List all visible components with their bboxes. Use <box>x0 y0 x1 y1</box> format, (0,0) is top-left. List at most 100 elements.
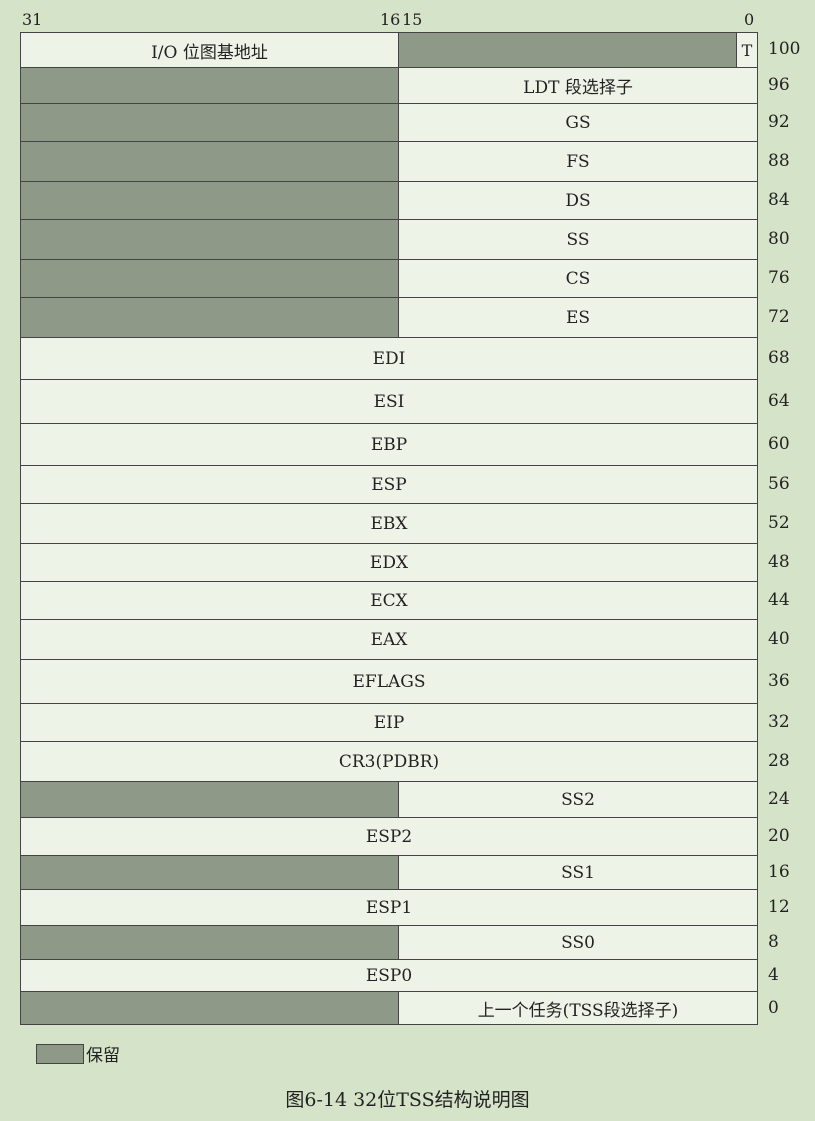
tss-row-offset-4: ESP0 <box>20 960 758 992</box>
offset-label: 68 <box>768 348 790 368</box>
offset-label: 84 <box>768 190 790 210</box>
field-esp2: ESP2 <box>365 826 413 847</box>
field-eax: EAX <box>370 629 408 650</box>
reserved-block <box>399 33 757 67</box>
tss-row-offset-44: ECX <box>20 582 758 620</box>
field-selector: SS2 <box>561 789 595 810</box>
field-io-bitmap-base: I/O 位图基地址 <box>21 33 399 67</box>
offset-label: 0 <box>768 997 779 1018</box>
field-cr3-pdbr-: CR3(PDBR) <box>338 751 440 772</box>
tss-row-offset-72: ES <box>20 298 758 338</box>
reserved-block <box>21 104 399 141</box>
field-selector: 上一个任务(TSS段选择子) <box>477 1000 679 1021</box>
field-selector: SS0 <box>561 932 595 953</box>
field-ebx: EBX <box>370 513 408 534</box>
reserved-block <box>21 260 399 297</box>
tss-row-offset-48: EDX <box>20 544 758 582</box>
offset-label: 12 <box>768 897 790 917</box>
offset-label: 36 <box>768 671 790 691</box>
offset-label: 80 <box>768 229 790 249</box>
tss-row-offset-88: FS <box>20 142 758 182</box>
bit-label-0: 0 <box>744 10 755 29</box>
bit-label-15: 15 <box>402 10 423 29</box>
offset-label: 28 <box>768 751 790 771</box>
offset-label: 52 <box>768 513 790 533</box>
field-esp0: ESP0 <box>365 965 413 986</box>
tss-row-offset-68: EDI <box>20 338 758 380</box>
tss-row-offset-96: LDT 段选择子 <box>20 68 758 104</box>
field-eflags: EFLAGS <box>352 671 426 692</box>
field-eip: EIP <box>373 712 405 733</box>
offset-label: 44 <box>768 590 790 610</box>
field-selector: FS <box>566 151 590 172</box>
field-selector: CS <box>565 268 591 289</box>
tss-row-offset-36: EFLAGS <box>20 660 758 704</box>
reserved-block <box>21 992 399 1024</box>
tss-row-offset-60: EBP <box>20 424 758 466</box>
offset-label: 4 <box>768 965 779 985</box>
reserved-block <box>21 220 399 259</box>
field-selector: GS <box>565 112 591 133</box>
field-selector: SS <box>566 229 590 250</box>
reserved-block <box>21 142 399 181</box>
tss-row-offset-52: EBX <box>20 504 758 544</box>
tss-row-offset-80: SS <box>20 220 758 260</box>
tss-row-offset-40: EAX <box>20 620 758 660</box>
reserved-block <box>21 68 399 103</box>
field-selector: LDT 段选择子 <box>523 78 633 98</box>
legend: 保留 <box>36 1041 120 1066</box>
field-selector: SS1 <box>561 862 595 883</box>
offset-label: 32 <box>768 712 790 732</box>
tss-row-offset-76: CS <box>20 260 758 298</box>
offset-label: 16 <box>768 862 790 882</box>
bit-label-31: 31 <box>22 10 43 29</box>
tss-row-offset-8: SS0 <box>20 926 758 960</box>
field-selector: ES <box>565 307 591 328</box>
offset-label: 8 <box>768 932 779 952</box>
tss-row-offset-28: CR3(PDBR) <box>20 742 758 782</box>
field-selector: DS <box>565 190 591 211</box>
offset-label: 100 <box>768 39 801 59</box>
offset-label: 20 <box>768 826 790 846</box>
field-ecx: ECX <box>370 590 408 611</box>
offset-label: 24 <box>768 789 790 809</box>
tss-row-offset-56: ESP <box>20 466 758 504</box>
reserved-block <box>21 298 399 337</box>
offset-label: 88 <box>768 151 790 171</box>
figure-caption: 图6-14 32位TSS结构说明图 <box>285 1089 530 1111</box>
field-esp: ESP <box>371 474 407 495</box>
tss-structure-diagram: I/O 位图基地址 T LDT 段选择子 GS FS DS SS CS ES EDI ESI EBP E… <box>20 32 760 1025</box>
tss-row-offset-16: SS1 <box>20 856 758 890</box>
reserved-block <box>21 782 399 817</box>
legend-label: 保留 <box>86 1046 120 1066</box>
field-esp1: ESP1 <box>365 897 413 918</box>
tss-row-offset-64: ESI <box>20 380 758 424</box>
bit-label-16: 16 <box>380 10 401 29</box>
field-edi: EDI <box>372 348 406 369</box>
tss-row-offset-12: ESP1 <box>20 890 758 926</box>
offset-label: 92 <box>768 112 790 132</box>
offset-label: 64 <box>768 391 790 411</box>
tss-row-offset-32: EIP <box>20 704 758 742</box>
tss-row-offset-92: GS <box>20 104 758 142</box>
offset-label: 56 <box>768 474 790 494</box>
offset-label: 48 <box>768 552 790 572</box>
offset-label: 76 <box>768 268 790 288</box>
tss-row-offset-20: ESP2 <box>20 818 758 856</box>
legend-reserved-swatch <box>36 1043 84 1064</box>
field-ebp: EBP <box>370 434 408 455</box>
tss-row-offset-84: DS <box>20 182 758 220</box>
reserved-block <box>21 926 399 959</box>
reserved-block <box>21 856 399 889</box>
reserved-block <box>21 182 399 219</box>
field-edx: EDX <box>369 552 409 573</box>
tss-row-offset-100: I/O 位图基地址 T <box>20 32 758 68</box>
tss-row-offset-24: SS2 <box>20 782 758 818</box>
field-esi: ESI <box>373 391 405 412</box>
offset-label: 96 <box>768 75 790 95</box>
field-t-flag: T <box>736 33 757 67</box>
offset-label: 40 <box>768 629 790 649</box>
tss-row-offset-0: 上一个任务(TSS段选择子) <box>20 992 758 1025</box>
offset-label: 60 <box>768 434 790 454</box>
offset-label: 72 <box>768 307 790 327</box>
